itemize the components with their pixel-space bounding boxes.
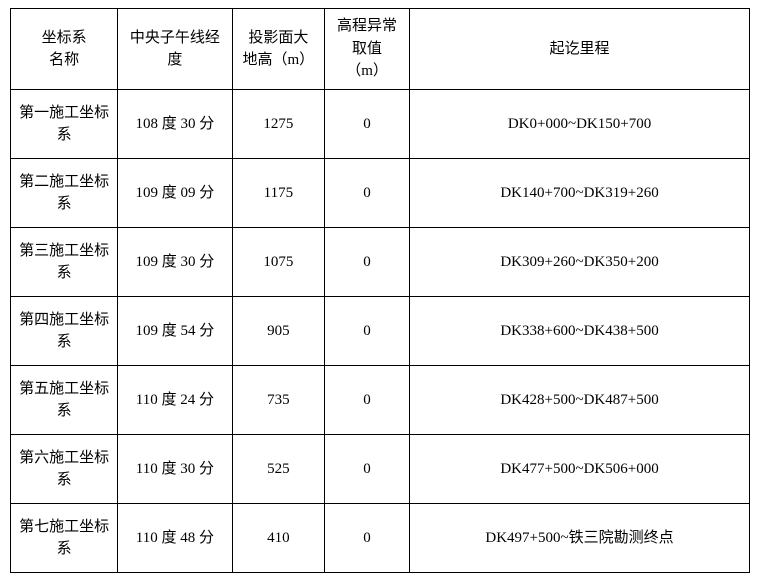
cell-meridian: 110 度 48 分 — [118, 504, 233, 573]
cell-name: 第三施工坐标系 — [11, 228, 118, 297]
cell-name: 第二施工坐标系 — [11, 159, 118, 228]
cell-range: DK309+260~DK350+200 — [410, 228, 750, 297]
cell-meridian: 110 度 30 分 — [118, 435, 233, 504]
cell-anomaly: 0 — [325, 366, 410, 435]
cell-meridian: 109 度 30 分 — [118, 228, 233, 297]
table-row: 第四施工坐标系 109 度 54 分 905 0 DK338+600~DK438… — [11, 297, 750, 366]
cell-meridian: 110 度 24 分 — [118, 366, 233, 435]
table-header-row: 坐标系名称 中央子午线经度 投影面大地高（m） 高程异常取值（m） 起讫里程 — [11, 9, 750, 90]
cell-height: 905 — [232, 297, 324, 366]
cell-anomaly: 0 — [325, 159, 410, 228]
table-row: 第二施工坐标系 109 度 09 分 1175 0 DK140+700~DK31… — [11, 159, 750, 228]
cell-height: 1175 — [232, 159, 324, 228]
cell-range: DK497+500~铁三院勘测终点 — [410, 504, 750, 573]
cell-anomaly: 0 — [325, 435, 410, 504]
cell-meridian: 108 度 30 分 — [118, 90, 233, 159]
table-row: 第五施工坐标系 110 度 24 分 735 0 DK428+500~DK487… — [11, 366, 750, 435]
col-header-anomaly: 高程异常取值（m） — [325, 9, 410, 90]
cell-meridian: 109 度 09 分 — [118, 159, 233, 228]
cell-name: 第四施工坐标系 — [11, 297, 118, 366]
table-row: 第七施工坐标系 110 度 48 分 410 0 DK497+500~铁三院勘测… — [11, 504, 750, 573]
cell-height: 1075 — [232, 228, 324, 297]
cell-height: 525 — [232, 435, 324, 504]
col-header-meridian: 中央子午线经度 — [118, 9, 233, 90]
col-header-height: 投影面大地高（m） — [232, 9, 324, 90]
cell-range: DK140+700~DK319+260 — [410, 159, 750, 228]
table-row: 第六施工坐标系 110 度 30 分 525 0 DK477+500~DK506… — [11, 435, 750, 504]
cell-anomaly: 0 — [325, 504, 410, 573]
coordinate-systems-table: 坐标系名称 中央子午线经度 投影面大地高（m） 高程异常取值（m） 起讫里程 第… — [10, 8, 750, 573]
cell-range: DK0+000~DK150+700 — [410, 90, 750, 159]
cell-anomaly: 0 — [325, 297, 410, 366]
cell-name: 第七施工坐标系 — [11, 504, 118, 573]
table-row: 第一施工坐标系 108 度 30 分 1275 0 DK0+000~DK150+… — [11, 90, 750, 159]
cell-range: DK428+500~DK487+500 — [410, 366, 750, 435]
cell-height: 410 — [232, 504, 324, 573]
table-row: 第三施工坐标系 109 度 30 分 1075 0 DK309+260~DK35… — [11, 228, 750, 297]
cell-anomaly: 0 — [325, 90, 410, 159]
cell-name: 第一施工坐标系 — [11, 90, 118, 159]
cell-anomaly: 0 — [325, 228, 410, 297]
cell-height: 1275 — [232, 90, 324, 159]
cell-meridian: 109 度 54 分 — [118, 297, 233, 366]
col-header-name: 坐标系名称 — [11, 9, 118, 90]
cell-range: DK477+500~DK506+000 — [410, 435, 750, 504]
cell-name: 第五施工坐标系 — [11, 366, 118, 435]
cell-height: 735 — [232, 366, 324, 435]
cell-range: DK338+600~DK438+500 — [410, 297, 750, 366]
cell-name: 第六施工坐标系 — [11, 435, 118, 504]
col-header-range: 起讫里程 — [410, 9, 750, 90]
